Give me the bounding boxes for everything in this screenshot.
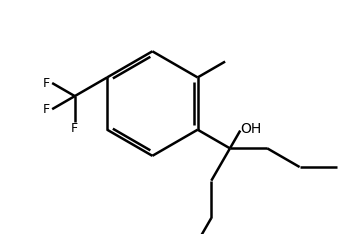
Text: F: F xyxy=(43,103,50,116)
Text: F: F xyxy=(43,77,50,90)
Text: OH: OH xyxy=(240,122,261,136)
Text: F: F xyxy=(71,123,78,136)
